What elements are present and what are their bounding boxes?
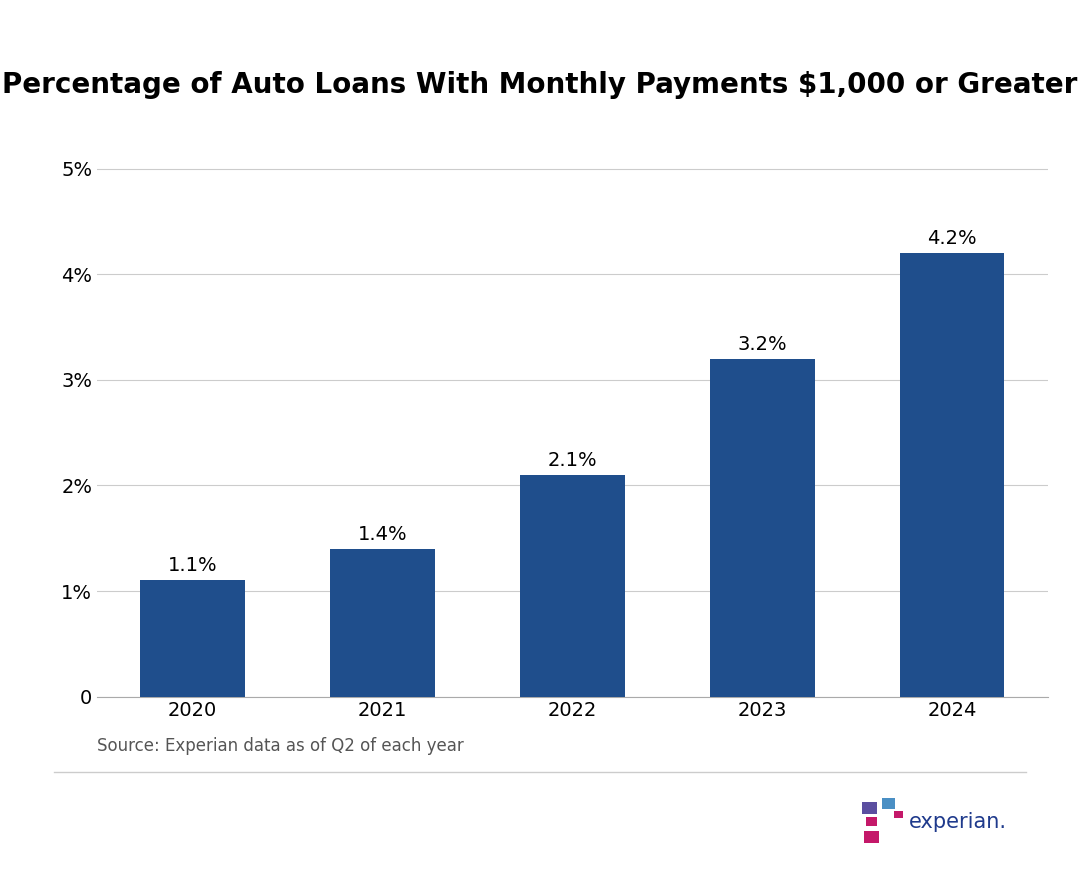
Text: 1.1%: 1.1% <box>167 556 217 575</box>
Text: experian.: experian. <box>909 812 1008 831</box>
Bar <box>521 475 624 697</box>
Text: 1.4%: 1.4% <box>357 524 407 544</box>
Text: Source: Experian data as of Q2 of each year: Source: Experian data as of Q2 of each y… <box>97 737 464 755</box>
Text: 4.2%: 4.2% <box>928 229 977 248</box>
Text: 3.2%: 3.2% <box>738 335 787 354</box>
Bar <box>140 580 245 697</box>
Text: 2.1%: 2.1% <box>548 451 597 470</box>
Bar <box>710 359 814 697</box>
Bar <box>330 549 435 697</box>
Text: Percentage of Auto Loans With Monthly Payments $1,000 or Greater: Percentage of Auto Loans With Monthly Pa… <box>2 71 1078 99</box>
Bar <box>900 254 1004 697</box>
